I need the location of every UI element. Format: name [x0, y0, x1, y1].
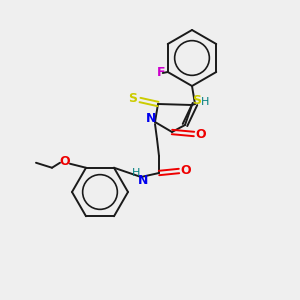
Text: S: S — [193, 94, 202, 107]
Text: H: H — [132, 168, 140, 178]
Text: F: F — [157, 67, 165, 80]
Text: O: O — [196, 128, 206, 140]
Text: H: H — [201, 97, 209, 107]
Text: O: O — [60, 155, 70, 168]
Text: N: N — [146, 112, 156, 125]
Text: N: N — [138, 175, 148, 188]
Text: O: O — [181, 164, 191, 178]
Text: S: S — [128, 92, 137, 106]
